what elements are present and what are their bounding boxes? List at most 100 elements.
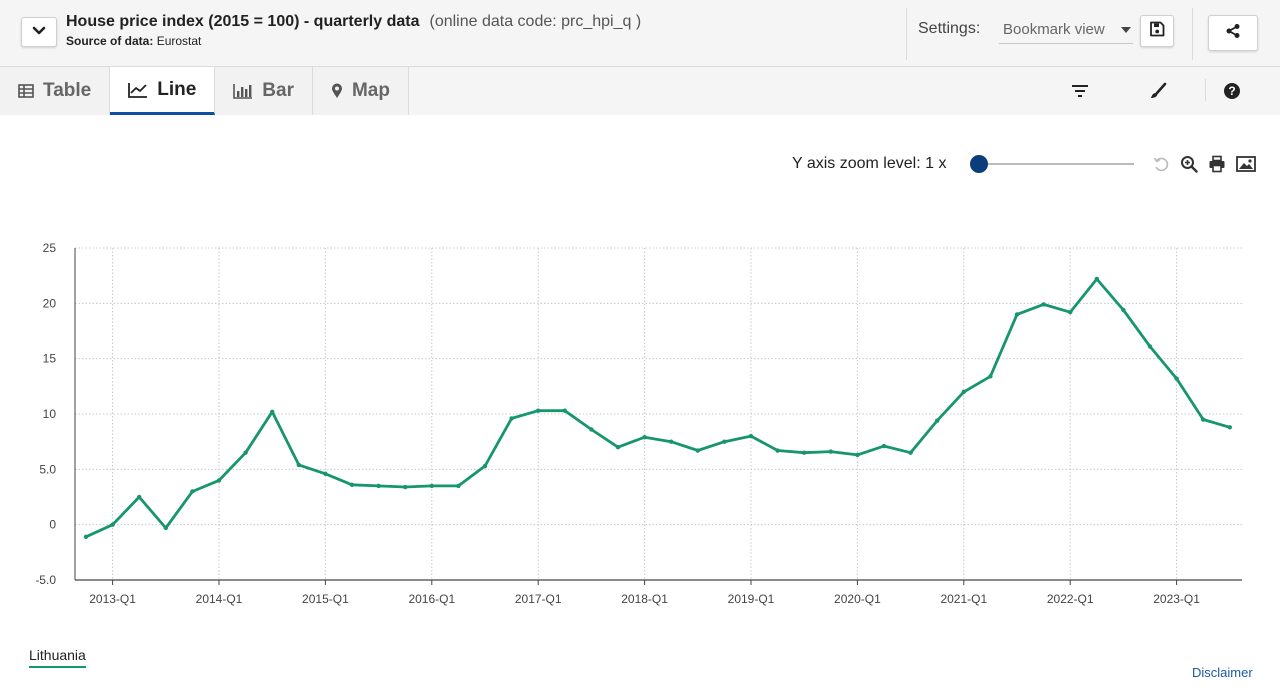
data-point <box>1147 344 1153 349</box>
data-point <box>1094 276 1100 282</box>
data-point <box>509 416 514 421</box>
brush-icon[interactable] <box>1146 79 1170 103</box>
data-point <box>775 448 780 453</box>
x-tick-label: 2016-Q1 <box>408 592 455 606</box>
data-point <box>1174 376 1179 381</box>
settings-label: Settings: <box>918 20 981 37</box>
data-point <box>1068 309 1073 315</box>
line-chart-icon <box>128 82 148 98</box>
data-point <box>456 483 461 489</box>
image-export-icon[interactable] <box>1236 154 1256 174</box>
share-button[interactable] <box>1208 15 1258 51</box>
series-line-lithuania <box>85 277 1231 539</box>
settings-select[interactable]: Bookmark view <box>999 16 1133 44</box>
data-point <box>695 448 700 453</box>
source-label: Source of data: <box>66 34 154 48</box>
data-point <box>988 374 993 379</box>
data-point <box>163 525 168 531</box>
x-tick-label: 2022-Q1 <box>1047 592 1094 606</box>
settings-select-value: Bookmark view <box>1003 21 1105 38</box>
data-point <box>349 482 355 488</box>
y-zoom-slider[interactable] <box>978 163 1134 165</box>
data-point <box>748 433 754 439</box>
line-chart-svg: -5.0 0 5.0 10 15 20 25 2013-Q1 2014-Q1 2015-Q1 201… <box>35 241 1242 606</box>
divider <box>1205 79 1206 101</box>
divider <box>906 8 907 60</box>
data-point <box>562 408 567 413</box>
help-icon[interactable]: ? <box>1220 79 1244 103</box>
data-point <box>802 450 807 455</box>
data-point <box>642 435 647 440</box>
zoom-in-icon[interactable] <box>1179 154 1199 174</box>
data-point <box>908 450 913 455</box>
data-point <box>216 478 222 483</box>
data-point <box>1201 417 1206 422</box>
tab-table[interactable]: Table <box>0 67 111 115</box>
data-point <box>1014 312 1020 317</box>
y-tick-label: -5.0 <box>35 573 56 587</box>
data-point <box>429 483 434 489</box>
filter-icon[interactable] <box>1068 79 1092 103</box>
x-tick-label: 2018-Q1 <box>621 592 668 606</box>
title-block: House price index (2015 = 100) - quarter… <box>66 13 641 48</box>
y-tick-label: 0 <box>49 518 56 532</box>
divider <box>1192 8 1193 60</box>
chevron-down-icon <box>32 23 46 41</box>
data-point <box>669 439 674 444</box>
save-button[interactable] <box>1140 15 1174 47</box>
view-tabs: Table Line Bar Map <box>0 67 409 115</box>
data-point <box>243 450 248 455</box>
tab-line-label: Line <box>157 78 197 100</box>
disclaimer-link[interactable]: Disclaimer <box>1192 665 1253 680</box>
tab-table-label: Table <box>43 80 92 101</box>
x-tick-label: 2015-Q1 <box>302 592 349 606</box>
tab-line[interactable]: Line <box>110 67 216 115</box>
y-tick-label: 25 <box>43 241 57 255</box>
y-tick-label: 5.0 <box>39 462 56 476</box>
data-point <box>615 445 621 450</box>
source-line: Source of data: Eurostat <box>66 34 641 48</box>
dataset-code: (online data code: prc_hpi_q ) <box>429 13 642 30</box>
data-point <box>296 462 301 468</box>
data-point <box>323 471 328 476</box>
source-value: Eurostat <box>156 34 202 48</box>
caret-down-icon <box>1121 27 1131 33</box>
table-icon <box>18 84 34 98</box>
print-icon[interactable] <box>1207 154 1227 174</box>
svg-text:?: ? <box>1228 84 1235 98</box>
data-point <box>137 494 142 500</box>
y-zoom-slider-handle[interactable] <box>970 155 988 173</box>
y-tick-label: 10 <box>43 407 57 421</box>
data-point <box>722 439 727 444</box>
x-tick-label: 2020-Q1 <box>834 592 881 606</box>
data-point <box>1041 302 1046 307</box>
data-point <box>190 489 195 494</box>
y-zoom-label: Y axis zoom level: 1 x <box>792 155 947 172</box>
data-point <box>376 483 381 489</box>
data-point <box>110 522 115 527</box>
line-chart: -5.0 0 5.0 10 15 20 25 2013-Q1 2014-Q1 2015-Q1 201… <box>0 230 1280 610</box>
data-point <box>1121 307 1126 313</box>
x-tick-label: 2014-Q1 <box>196 592 243 606</box>
map-pin-icon <box>331 83 343 99</box>
reset-icon[interactable] <box>1151 154 1171 174</box>
share-icon <box>1225 23 1241 44</box>
data-point <box>536 408 541 413</box>
x-tick-label: 2017-Q1 <box>515 592 562 606</box>
data-point <box>828 449 833 454</box>
tab-bar-label: Bar <box>262 80 294 101</box>
chart-header: House price index (2015 = 100) - quarter… <box>0 0 1280 67</box>
data-point <box>83 534 89 540</box>
tab-bar[interactable]: Bar <box>215 67 313 115</box>
dataset-title: House price index (2015 = 100) - quarter… <box>66 13 420 30</box>
data-point <box>855 452 860 458</box>
legend-item-lithuania[interactable]: Lithuania <box>29 647 86 668</box>
collapse-button[interactable] <box>21 17 57 47</box>
data-point <box>403 484 408 490</box>
data-point <box>589 427 594 432</box>
data-point <box>881 443 887 449</box>
y-tick-label: 20 <box>43 296 57 310</box>
data-point <box>1227 425 1233 430</box>
data-point <box>961 389 966 395</box>
tab-map[interactable]: Map <box>312 67 409 115</box>
